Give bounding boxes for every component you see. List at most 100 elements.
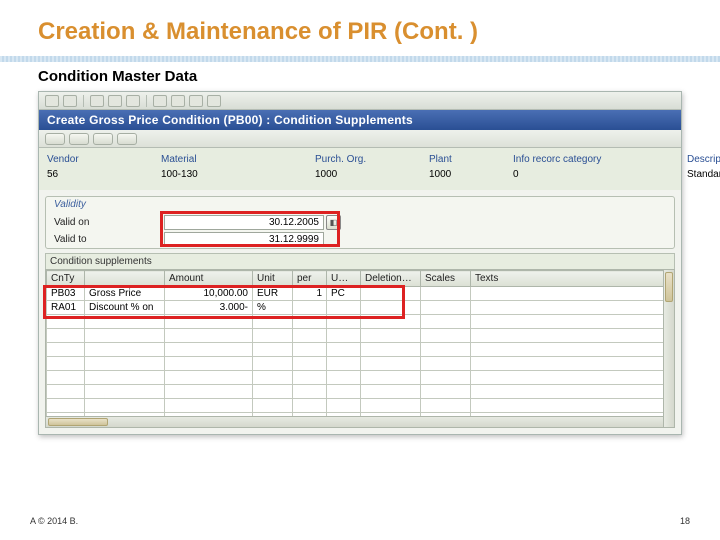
input-valid-on[interactable]: [164, 215, 324, 230]
table-cell[interactable]: [47, 399, 85, 413]
toolbar-button[interactable]: [108, 95, 122, 107]
column-header[interactable]: CnTy: [47, 271, 85, 287]
table-cell[interactable]: [293, 329, 327, 343]
table-cell[interactable]: 3.000-: [165, 301, 253, 315]
table-row[interactable]: [47, 399, 674, 413]
table-cell[interactable]: [327, 343, 361, 357]
table-cell[interactable]: [327, 399, 361, 413]
table-cell[interactable]: [165, 329, 253, 343]
table-cell[interactable]: [327, 385, 361, 399]
app-button[interactable]: [93, 133, 113, 145]
toolbar-button[interactable]: [171, 95, 185, 107]
table-cell[interactable]: [361, 343, 421, 357]
app-button[interactable]: [45, 133, 65, 145]
table-cell[interactable]: [165, 315, 253, 329]
table-cell[interactable]: [471, 315, 674, 329]
table-cell[interactable]: [361, 287, 421, 301]
scrollbar-thumb[interactable]: [48, 418, 108, 426]
table-cell[interactable]: [421, 371, 471, 385]
table-cell[interactable]: [165, 357, 253, 371]
table-cell[interactable]: [421, 399, 471, 413]
table-row[interactable]: PB03Gross Price10,000.00EUR1PC: [47, 287, 674, 301]
table-cell[interactable]: [85, 399, 165, 413]
condition-table[interactable]: CnTy AmountUnitperU…Deletion…ScalesTexts…: [46, 270, 674, 427]
table-cell[interactable]: [293, 385, 327, 399]
table-cell[interactable]: RA01: [47, 301, 85, 315]
table-cell[interactable]: [293, 315, 327, 329]
column-header[interactable]: Amount: [165, 271, 253, 287]
table-row[interactable]: [47, 315, 674, 329]
table-cell[interactable]: [421, 329, 471, 343]
table-cell[interactable]: [327, 357, 361, 371]
table-cell[interactable]: [85, 329, 165, 343]
table-cell[interactable]: [85, 371, 165, 385]
table-cell[interactable]: [293, 301, 327, 315]
table-cell[interactable]: [471, 399, 674, 413]
column-header[interactable]: Texts: [471, 271, 674, 287]
table-cell[interactable]: [253, 357, 293, 371]
table-cell[interactable]: [421, 301, 471, 315]
table-cell[interactable]: [471, 329, 674, 343]
table-cell[interactable]: [471, 287, 674, 301]
vertical-scrollbar[interactable]: [663, 270, 674, 427]
table-cell[interactable]: [165, 385, 253, 399]
column-header[interactable]: Deletion…: [361, 271, 421, 287]
table-cell[interactable]: [293, 371, 327, 385]
table-cell[interactable]: 1: [293, 287, 327, 301]
table-cell[interactable]: [421, 357, 471, 371]
table-cell[interactable]: [85, 357, 165, 371]
table-cell[interactable]: Gross Price: [85, 287, 165, 301]
table-cell[interactable]: [253, 399, 293, 413]
toolbar-button[interactable]: [63, 95, 77, 107]
column-header[interactable]: U…: [327, 271, 361, 287]
table-cell[interactable]: [361, 399, 421, 413]
table-cell[interactable]: [421, 287, 471, 301]
toolbar-button[interactable]: [189, 95, 203, 107]
column-header[interactable]: per: [293, 271, 327, 287]
table-cell[interactable]: [361, 301, 421, 315]
table-cell[interactable]: [293, 343, 327, 357]
table-cell[interactable]: 10,000.00: [165, 287, 253, 301]
table-cell[interactable]: [293, 357, 327, 371]
table-cell[interactable]: [85, 385, 165, 399]
table-row[interactable]: [47, 371, 674, 385]
table-row[interactable]: [47, 343, 674, 357]
table-cell[interactable]: [165, 371, 253, 385]
column-header[interactable]: Unit: [253, 271, 293, 287]
table-cell[interactable]: [361, 385, 421, 399]
table-cell[interactable]: [327, 301, 361, 315]
table-cell[interactable]: [421, 385, 471, 399]
table-cell[interactable]: PB03: [47, 287, 85, 301]
f4-help-icon[interactable]: ◧: [326, 215, 341, 230]
table-cell[interactable]: [47, 315, 85, 329]
table-row[interactable]: [47, 329, 674, 343]
table-cell[interactable]: [361, 357, 421, 371]
app-button[interactable]: [117, 133, 137, 145]
column-header[interactable]: Scales: [421, 271, 471, 287]
table-cell[interactable]: [253, 371, 293, 385]
table-cell[interactable]: [471, 371, 674, 385]
scrollbar-thumb[interactable]: [665, 272, 673, 302]
table-cell[interactable]: [471, 343, 674, 357]
table-cell[interactable]: [253, 315, 293, 329]
table-cell[interactable]: [361, 315, 421, 329]
table-cell[interactable]: [327, 371, 361, 385]
input-valid-to[interactable]: [164, 232, 324, 247]
table-cell[interactable]: %: [253, 301, 293, 315]
toolbar-button[interactable]: [153, 95, 167, 107]
table-cell[interactable]: EUR: [253, 287, 293, 301]
table-cell[interactable]: PC: [327, 287, 361, 301]
table-row[interactable]: RA01Discount % on3.000-%: [47, 301, 674, 315]
table-cell[interactable]: [421, 315, 471, 329]
table-cell[interactable]: [85, 315, 165, 329]
table-cell[interactable]: [47, 371, 85, 385]
column-header[interactable]: [85, 271, 165, 287]
table-cell[interactable]: [471, 301, 674, 315]
table-cell[interactable]: [361, 371, 421, 385]
table-cell[interactable]: [165, 343, 253, 357]
table-cell[interactable]: [47, 343, 85, 357]
table-cell[interactable]: [327, 315, 361, 329]
table-cell[interactable]: [361, 329, 421, 343]
toolbar-button[interactable]: [45, 95, 59, 107]
table-cell[interactable]: [165, 399, 253, 413]
